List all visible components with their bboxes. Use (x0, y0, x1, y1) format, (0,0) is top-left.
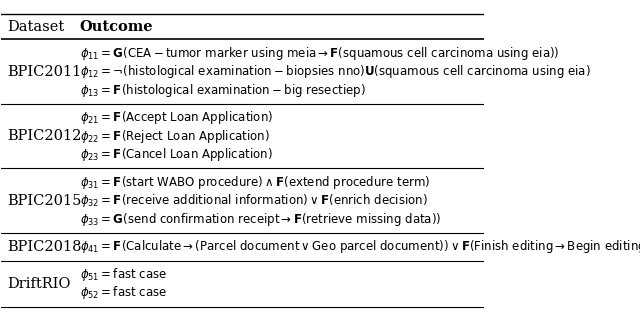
Text: $\phi_{32} = \mathbf{F}(\mathrm{receive\ additional\ information}) \vee \mathbf{: $\phi_{32} = \mathbf{F}(\mathrm{receive\… (79, 192, 428, 209)
Text: Dataset: Dataset (7, 20, 65, 33)
Text: $\phi_{11} = \mathbf{G}(\mathrm{CEA} - \mathrm{tumor\ marker\ using\ meia} \righ: $\phi_{11} = \mathbf{G}(\mathrm{CEA} - \… (79, 45, 559, 62)
Text: BPIC2015: BPIC2015 (7, 194, 81, 208)
Text: $\phi_{23} = \mathbf{F}(\mathrm{Cancel\ Loan\ Application})$: $\phi_{23} = \mathbf{F}(\mathrm{Cancel\ … (79, 146, 272, 163)
Text: $\phi_{22} = \mathbf{F}(\mathrm{Reject\ Loan\ Application})$: $\phi_{22} = \mathbf{F}(\mathrm{Reject\ … (79, 128, 269, 145)
Text: $\phi_{13} = \mathbf{F}(\mathrm{histological\ examination} - \mathrm{big\ resect: $\phi_{13} = \mathbf{F}(\mathrm{histolog… (79, 82, 365, 99)
Text: Outcome: Outcome (79, 20, 153, 33)
Text: BPIC2011: BPIC2011 (7, 64, 81, 79)
Text: $\phi_{52} = \mathrm{fast\ case}$: $\phi_{52} = \mathrm{fast\ case}$ (79, 284, 167, 301)
Text: $\phi_{51} = \mathrm{fast\ case}$: $\phi_{51} = \mathrm{fast\ case}$ (79, 266, 167, 283)
Text: $\phi_{12} = \neg(\mathrm{histological\ examination} - \mathrm{biopsies\ nno})\m: $\phi_{12} = \neg(\mathrm{histological\ … (79, 63, 590, 80)
Text: BPIC2012: BPIC2012 (7, 129, 81, 143)
Text: $\phi_{41} = \mathbf{F}(\mathrm{Calculate} \rightarrow (\mathrm{Parcel\ document: $\phi_{41} = \mathbf{F}(\mathrm{Calculat… (79, 238, 640, 255)
Text: $\phi_{33} = \mathbf{G}(\mathrm{send\ confirmation\ receipt} \rightarrow \mathbf: $\phi_{33} = \mathbf{G}(\mathrm{send\ co… (79, 211, 441, 228)
Text: DriftRIO: DriftRIO (7, 277, 70, 291)
Text: BPIC2018: BPIC2018 (7, 240, 82, 254)
Text: $\phi_{31} = \mathbf{F}(\mathrm{start\ WABO\ procedure}) \wedge \mathbf{F}(\math: $\phi_{31} = \mathbf{F}(\mathrm{start\ W… (79, 174, 430, 191)
Text: $\phi_{21} = \mathbf{F}(\mathrm{Accept\ Loan\ Application})$: $\phi_{21} = \mathbf{F}(\mathrm{Accept\ … (79, 109, 273, 126)
